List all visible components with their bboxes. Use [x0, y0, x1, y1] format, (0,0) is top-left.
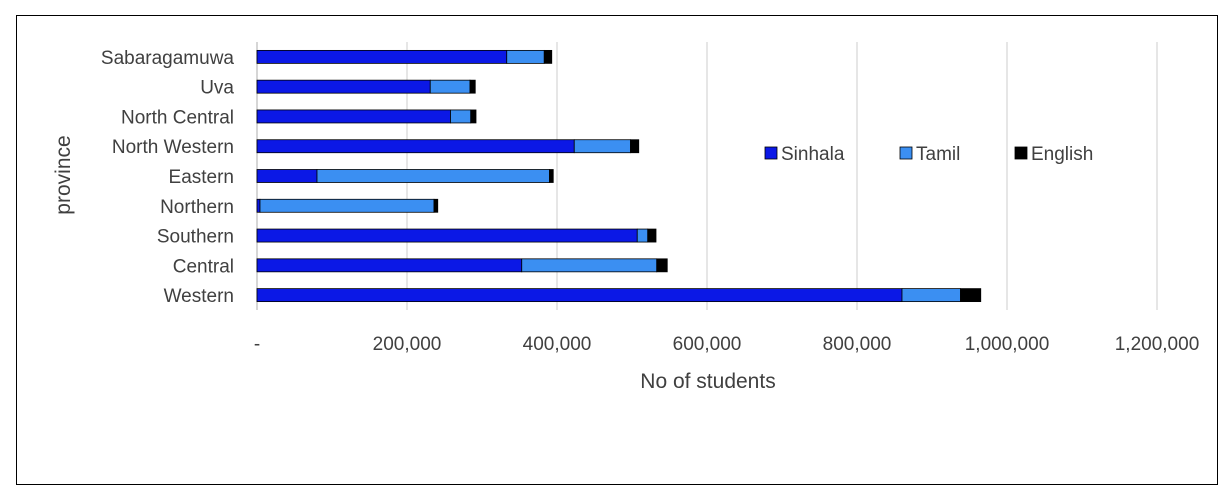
y-tick-labels: Sabaragamuwa Uva North Central North Wester…	[101, 48, 235, 307]
bar-sinhala-north-central	[256, 109, 451, 124]
x-tick-label: 1,200,000	[1115, 334, 1200, 355]
bar-sinhala-southern	[256, 228, 638, 243]
bar-sinhala-northern	[256, 198, 261, 213]
x-tick-labels: - 200,000 400,000 600,000 800,000 1,000,000 1,…	[254, 334, 1199, 355]
bar-tamil-sabaragamuwa	[506, 49, 545, 64]
x-tick-label: -	[254, 334, 260, 355]
legend: Sinhala Tamil English	[764, 144, 1093, 165]
bar-sinhala-western	[256, 288, 903, 303]
bar-tamil-uva	[429, 79, 471, 94]
bar-sinhala-sabaragamuwa	[256, 49, 508, 64]
y-tick-label: Sabaragamuwa	[101, 48, 235, 69]
bar-sinhala-central	[256, 258, 523, 273]
legend-swatch-tamil	[899, 146, 913, 160]
legend-label-english: English	[1031, 144, 1093, 165]
bar-english-eastern	[549, 169, 554, 183]
bar-tamil-western	[901, 288, 961, 303]
bar-tamil-southern	[636, 228, 649, 243]
y-tick-label: North Central	[121, 107, 234, 128]
bar-english-sabaragamuwa	[543, 49, 553, 64]
legend-swatch-sinhala	[764, 146, 778, 160]
bar-english-central	[656, 258, 668, 273]
y-tick-label: North Western	[112, 137, 234, 158]
legend-swatch-english	[1014, 146, 1028, 160]
y-tick-label: Northern	[160, 197, 234, 218]
bar-tamil-north-western	[573, 139, 631, 154]
y-axis-title: province	[52, 135, 75, 214]
y-tick-label: Eastern	[169, 167, 234, 188]
bar-tamil-north-central	[450, 109, 472, 124]
bar-sinhala-north-western	[256, 139, 575, 154]
bar-english-northern	[433, 198, 439, 213]
y-tick-label: Uva	[200, 78, 234, 99]
bars	[256, 49, 982, 303]
bar-tamil-central	[521, 258, 658, 273]
x-axis-title: No of students	[640, 370, 775, 393]
y-tick-label: Western	[164, 286, 234, 307]
bar-sinhala-eastern	[256, 169, 318, 183]
legend-label-tamil: Tamil	[916, 144, 960, 165]
bar-english-western	[960, 288, 982, 303]
x-tick-label: 1,000,000	[965, 334, 1050, 355]
y-tick-label: Central	[173, 256, 234, 277]
x-tick-label: 200,000	[373, 334, 442, 355]
x-tick-label: 800,000	[823, 334, 892, 355]
y-tick-label: Southern	[157, 227, 234, 248]
bar-tamil-eastern	[316, 169, 550, 183]
bar-english-uva	[469, 79, 476, 94]
x-tick-label: 400,000	[523, 334, 592, 355]
bar-english-north-western	[630, 139, 640, 154]
x-tick-label: 600,000	[673, 334, 742, 355]
bar-english-north-central	[470, 109, 477, 124]
bar-tamil-northern	[259, 198, 435, 213]
legend-label-sinhala: Sinhala	[781, 144, 845, 165]
bar-sinhala-uva	[256, 79, 431, 94]
bar-english-southern	[647, 228, 657, 243]
